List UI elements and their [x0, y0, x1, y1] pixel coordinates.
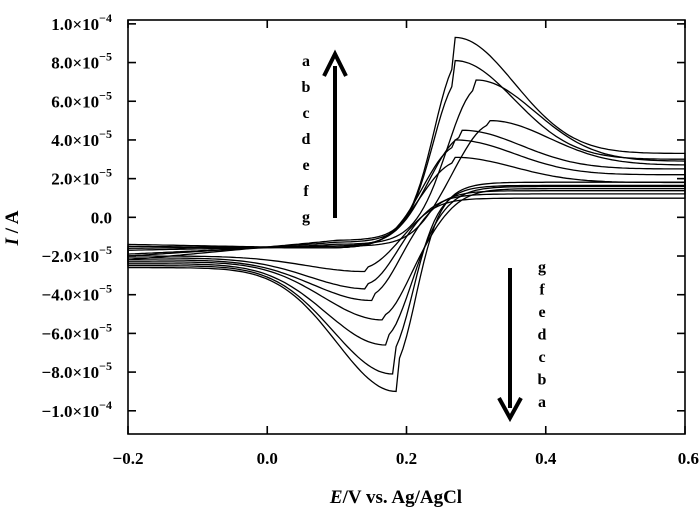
y-tick-label: −6.0×10−5: [42, 320, 112, 343]
reduction-arrow-head: [497, 397, 523, 423]
reduction-label-c: c: [538, 349, 545, 366]
oxidation-label-a: a: [302, 53, 310, 70]
y-tick-label: 0.0: [91, 208, 112, 227]
oxidation-label-b: b: [302, 79, 311, 96]
reduction-label-a: a: [538, 394, 546, 411]
oxidation-arrow-head: [322, 49, 348, 77]
x-tick-label: 0.6: [678, 449, 699, 468]
y-tick-label: 1.0×10−4: [51, 11, 112, 34]
x-axis-ticks: −0.2 0.0 0.2 0.4 0.6: [113, 20, 699, 468]
y-tick-label: 2.0×10−5: [51, 166, 112, 189]
x-axis-title-rest: /V vs. Ag/AgCl: [342, 487, 462, 508]
reduction-arrow: [497, 268, 523, 423]
y-tick-label: −4.0×10−5: [42, 282, 112, 305]
y-axis-title: I / A: [2, 210, 23, 246]
oxidation-label-e: e: [302, 157, 309, 174]
y-tick-label: −2.0×10−5: [42, 243, 112, 266]
reduction-label-g: g: [538, 259, 546, 276]
curves-group: [127, 36, 686, 393]
reduction-label-b: b: [538, 372, 547, 389]
cv-curve-c: [127, 79, 686, 346]
y-tick-label: 8.0×10−5: [51, 50, 112, 73]
y-axis-title-italic: I: [2, 237, 23, 246]
reduction-label-f: f: [539, 282, 545, 299]
cv-curve-d: [127, 119, 686, 321]
cv-curve-g: [127, 156, 686, 273]
y-tick-label: −1.0×10−4: [42, 398, 112, 421]
oxidation-label-g: g: [302, 209, 310, 226]
x-axis-title: E/V vs. Ag/AgCl: [329, 487, 462, 508]
y-tick-label: 4.0×10−5: [51, 127, 112, 150]
y-axis-ticks: 1.0×10−4 8.0×10−5 6.0×10−5 4.0×10−5 2.0×10−5…: [42, 11, 685, 421]
x-tick-label: 0.0: [257, 449, 278, 468]
y-tick-label: 6.0×10−5: [51, 88, 112, 111]
x-axis-title-italic: E: [329, 487, 343, 508]
oxidation-arrow: [322, 49, 348, 218]
oxidation-label-d: d: [302, 131, 311, 148]
oxidation-label-f: f: [303, 183, 309, 200]
x-tick-label: 0.2: [396, 449, 417, 468]
y-tick-label: −8.0×10−5: [42, 359, 112, 382]
y-axis-title-rest: / A: [2, 210, 23, 238]
reduction-label-e: e: [538, 304, 545, 321]
plot-area-frame: [127, 19, 686, 435]
x-tick-label: −0.2: [113, 449, 144, 468]
oxidation-label-c: c: [302, 105, 309, 122]
reduction-label-d: d: [538, 327, 547, 344]
x-tick-label: 0.4: [535, 449, 557, 468]
